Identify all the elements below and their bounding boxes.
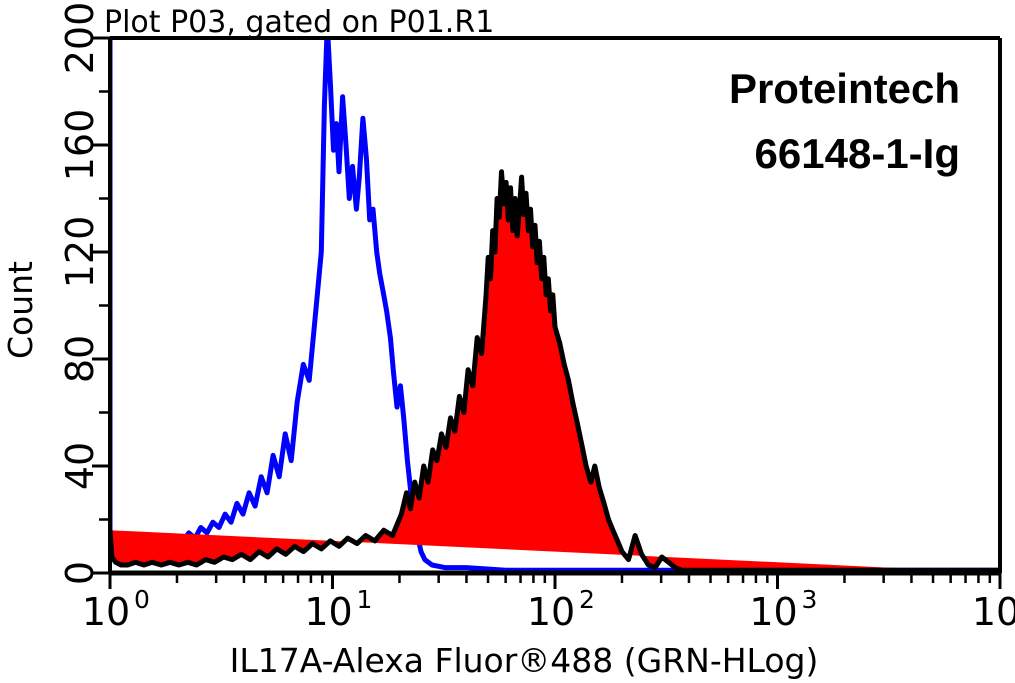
y-axis-title: Count	[1, 261, 40, 359]
svg-text:10: 10	[749, 590, 797, 634]
data-series-layer	[110, 38, 1000, 573]
plot-title: Plot P03, gated on P01.R1	[104, 5, 494, 40]
x-tick-label: 10 2	[527, 585, 595, 634]
svg-text:1: 1	[357, 585, 373, 614]
plot-frame	[108, 36, 1002, 576]
x-axis-tick-labels: 100101102103104	[82, 585, 1015, 634]
svg-text:10: 10	[527, 590, 575, 634]
svg-text:3: 3	[802, 585, 818, 614]
x-axis-title: IL17A-Alexa Fluor®488 (GRN-HLog)	[230, 641, 819, 680]
x-tick-label: 104	[972, 590, 1015, 634]
svg-text:10: 10	[304, 590, 352, 634]
svg-text:10: 10	[82, 590, 130, 634]
x-tick-label: 10 1	[304, 585, 372, 634]
x-tick-label: 10 0	[82, 585, 150, 634]
svg-text:2: 2	[579, 585, 595, 614]
catalog-number: 66148-1-Ig	[755, 130, 960, 177]
x-tick-label: 10 3	[749, 585, 817, 634]
brand-name: Proteintech	[729, 65, 960, 112]
svg-text:0: 0	[134, 585, 150, 614]
series-filled	[110, 169, 1000, 573]
svg-text:10: 10	[972, 590, 1015, 634]
